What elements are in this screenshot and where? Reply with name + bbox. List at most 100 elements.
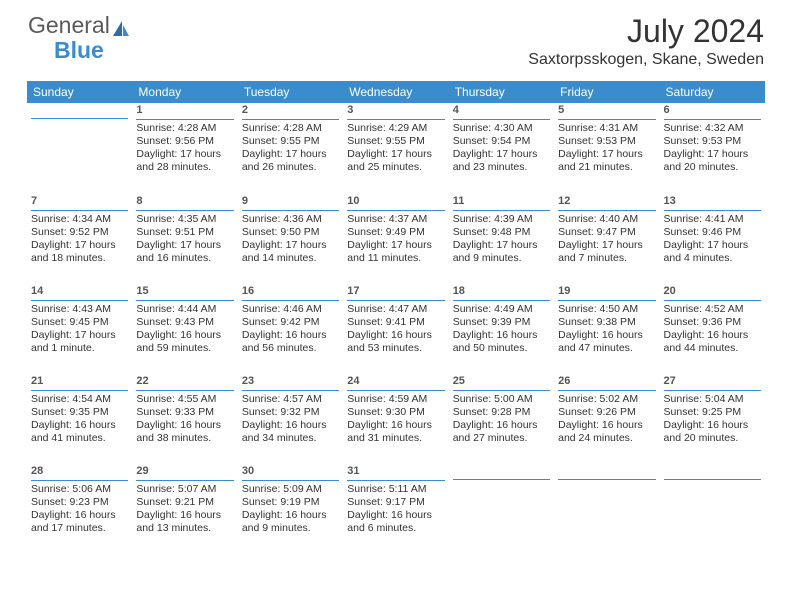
day-info-line: Daylight: 16 hours bbox=[664, 419, 761, 432]
day-info-line: Sunset: 9:51 PM bbox=[136, 226, 233, 239]
day-info-line: Sunrise: 4:55 AM bbox=[136, 393, 233, 406]
day-info-line: and 4 minutes. bbox=[664, 252, 761, 265]
day-info-line: and 9 minutes. bbox=[453, 252, 550, 265]
day-number: 26 bbox=[558, 375, 655, 391]
calendar-cell: 17Sunrise: 4:47 AMSunset: 9:41 PMDayligh… bbox=[343, 283, 448, 373]
day-number: 4 bbox=[453, 104, 550, 120]
day-number: 24 bbox=[347, 375, 444, 391]
day-info-line: Sunrise: 4:29 AM bbox=[347, 122, 444, 135]
page-title: July 2024 bbox=[528, 14, 764, 49]
day-info-line: and 26 minutes. bbox=[242, 161, 339, 174]
calendar-cell bbox=[27, 103, 132, 193]
day-number bbox=[31, 104, 128, 119]
calendar-cell: 23Sunrise: 4:57 AMSunset: 9:32 PMDayligh… bbox=[238, 373, 343, 463]
day-number: 2 bbox=[242, 104, 339, 120]
calendar-cell: 19Sunrise: 4:50 AMSunset: 9:38 PMDayligh… bbox=[554, 283, 659, 373]
day-number: 12 bbox=[558, 195, 655, 211]
day-info-line: and 41 minutes. bbox=[31, 432, 128, 445]
day-info-line: and 27 minutes. bbox=[453, 432, 550, 445]
day-info-line: Sunset: 9:41 PM bbox=[347, 316, 444, 329]
day-info-line: Sunset: 9:45 PM bbox=[31, 316, 128, 329]
day-info-line: Sunrise: 4:36 AM bbox=[242, 213, 339, 226]
day-number: 7 bbox=[31, 195, 128, 211]
calendar-week-row: 7Sunrise: 4:34 AMSunset: 9:52 PMDaylight… bbox=[27, 193, 765, 283]
calendar-cell: 8 Sunrise: 4:35 AMSunset: 9:51 PMDaylight… bbox=[132, 193, 237, 283]
day-info-line: and 17 minutes. bbox=[31, 522, 128, 535]
day-info-line: Sunrise: 4:37 AM bbox=[347, 213, 444, 226]
day-info-line: Daylight: 16 hours bbox=[242, 329, 339, 342]
calendar-cell: 28Sunrise: 5:06 AMSunset: 9:23 PMDayligh… bbox=[27, 463, 132, 553]
day-info-line: and 50 minutes. bbox=[453, 342, 550, 355]
day-info-line: Daylight: 17 hours bbox=[347, 239, 444, 252]
day-info-line: Daylight: 16 hours bbox=[347, 419, 444, 432]
day-number: 18 bbox=[453, 285, 550, 301]
weekday-header: Wednesday bbox=[343, 81, 448, 103]
day-info-line: Sunrise: 4:40 AM bbox=[558, 213, 655, 226]
day-info-line: and 53 minutes. bbox=[347, 342, 444, 355]
day-info-line: Sunrise: 4:49 AM bbox=[453, 303, 550, 316]
day-info-line: Sunset: 9:30 PM bbox=[347, 406, 444, 419]
day-info-line: Sunset: 9:26 PM bbox=[558, 406, 655, 419]
day-info-line: and 23 minutes. bbox=[453, 161, 550, 174]
day-info-line: Daylight: 17 hours bbox=[664, 148, 761, 161]
day-number: 16 bbox=[242, 285, 339, 301]
day-info-line: and 38 minutes. bbox=[136, 432, 233, 445]
day-number: 10 bbox=[347, 195, 444, 211]
calendar-cell: 3Sunrise: 4:29 AMSunset: 9:55 PMDaylight… bbox=[343, 103, 448, 193]
day-number: 8 bbox=[136, 195, 233, 211]
calendar-cell: 13Sunrise: 4:41 AMSunset: 9:46 PMDayligh… bbox=[660, 193, 765, 283]
day-info-line: Sunrise: 4:28 AM bbox=[242, 122, 339, 135]
logo: General Blue bbox=[28, 14, 131, 63]
day-info-line: Sunset: 9:54 PM bbox=[453, 135, 550, 148]
day-number: 31 bbox=[347, 465, 444, 481]
day-info-line: Daylight: 16 hours bbox=[136, 509, 233, 522]
weekday-header: Tuesday bbox=[238, 81, 343, 103]
day-number: 15 bbox=[136, 285, 233, 301]
day-info-line: Sunset: 9:38 PM bbox=[558, 316, 655, 329]
day-info-line: and 14 minutes. bbox=[242, 252, 339, 265]
day-number: 1 bbox=[136, 104, 233, 120]
day-info-line: Daylight: 17 hours bbox=[136, 239, 233, 252]
day-info-line: and 1 minute. bbox=[31, 342, 128, 355]
day-info-line: Sunrise: 5:07 AM bbox=[136, 483, 233, 496]
weekday-header: Monday bbox=[132, 81, 237, 103]
day-number: 23 bbox=[242, 375, 339, 391]
day-info-line: Sunset: 9:43 PM bbox=[136, 316, 233, 329]
day-info-line: Sunrise: 4:31 AM bbox=[558, 122, 655, 135]
calendar-week-row: 14Sunrise: 4:43 AMSunset: 9:45 PMDayligh… bbox=[27, 283, 765, 373]
day-info-line: Sunset: 9:35 PM bbox=[31, 406, 128, 419]
calendar-week-row: 1Sunrise: 4:28 AMSunset: 9:56 PMDaylight… bbox=[27, 103, 765, 193]
day-info-line: Sunset: 9:53 PM bbox=[664, 135, 761, 148]
day-info-line: and 25 minutes. bbox=[347, 161, 444, 174]
calendar-cell: 10Sunrise: 4:37 AMSunset: 9:49 PMDayligh… bbox=[343, 193, 448, 283]
day-info-line: Daylight: 16 hours bbox=[558, 329, 655, 342]
calendar-cell: 1Sunrise: 4:28 AMSunset: 9:56 PMDaylight… bbox=[132, 103, 237, 193]
calendar-cell: 29Sunrise: 5:07 AMSunset: 9:21 PMDayligh… bbox=[132, 463, 237, 553]
calendar-cell: 31 Sunrise: 5:11 AMSunset: 9:17 PMDayligh… bbox=[343, 463, 448, 553]
day-info-line: Sunset: 9:17 PM bbox=[347, 496, 444, 509]
calendar-cell bbox=[554, 463, 659, 553]
day-info-line: and 31 minutes. bbox=[347, 432, 444, 445]
day-number: 14 bbox=[31, 285, 128, 301]
calendar-cell bbox=[660, 463, 765, 553]
calendar-cell: 6Sunrise: 4:32 AMSunset: 9:53 PMDaylight… bbox=[660, 103, 765, 193]
day-info-line: Sunset: 9:47 PM bbox=[558, 226, 655, 239]
day-info-line: Sunrise: 4:35 AM bbox=[136, 213, 233, 226]
calendar-cell: 9Sunrise: 4:36 AMSunset: 9:50 PMDaylight… bbox=[238, 193, 343, 283]
day-info-line: Sunrise: 4:44 AM bbox=[136, 303, 233, 316]
day-info-line: Sunrise: 5:04 AM bbox=[664, 393, 761, 406]
day-number: 17 bbox=[347, 285, 444, 301]
calendar-cell: 27Sunrise: 5:04 AMSunset: 9:25 PMDayligh… bbox=[660, 373, 765, 463]
calendar-cell: 22Sunrise: 4:55 AMSunset: 9:33 PMDayligh… bbox=[132, 373, 237, 463]
day-info-line: Sunrise: 5:11 AM bbox=[347, 483, 444, 496]
day-number: 13 bbox=[664, 195, 761, 211]
day-info-line: Sunset: 9:52 PM bbox=[31, 226, 128, 239]
day-info-line: Sunset: 9:21 PM bbox=[136, 496, 233, 509]
day-info-line: and 47 minutes. bbox=[558, 342, 655, 355]
calendar-cell: 25Sunrise: 5:00 AMSunset: 9:28 PMDayligh… bbox=[449, 373, 554, 463]
day-info-line: Daylight: 16 hours bbox=[347, 509, 444, 522]
day-info-line: Sunset: 9:48 PM bbox=[453, 226, 550, 239]
day-info-line: Sunrise: 4:47 AM bbox=[347, 303, 444, 316]
day-info-line: Sunset: 9:42 PM bbox=[242, 316, 339, 329]
day-info-line: Sunset: 9:23 PM bbox=[31, 496, 128, 509]
